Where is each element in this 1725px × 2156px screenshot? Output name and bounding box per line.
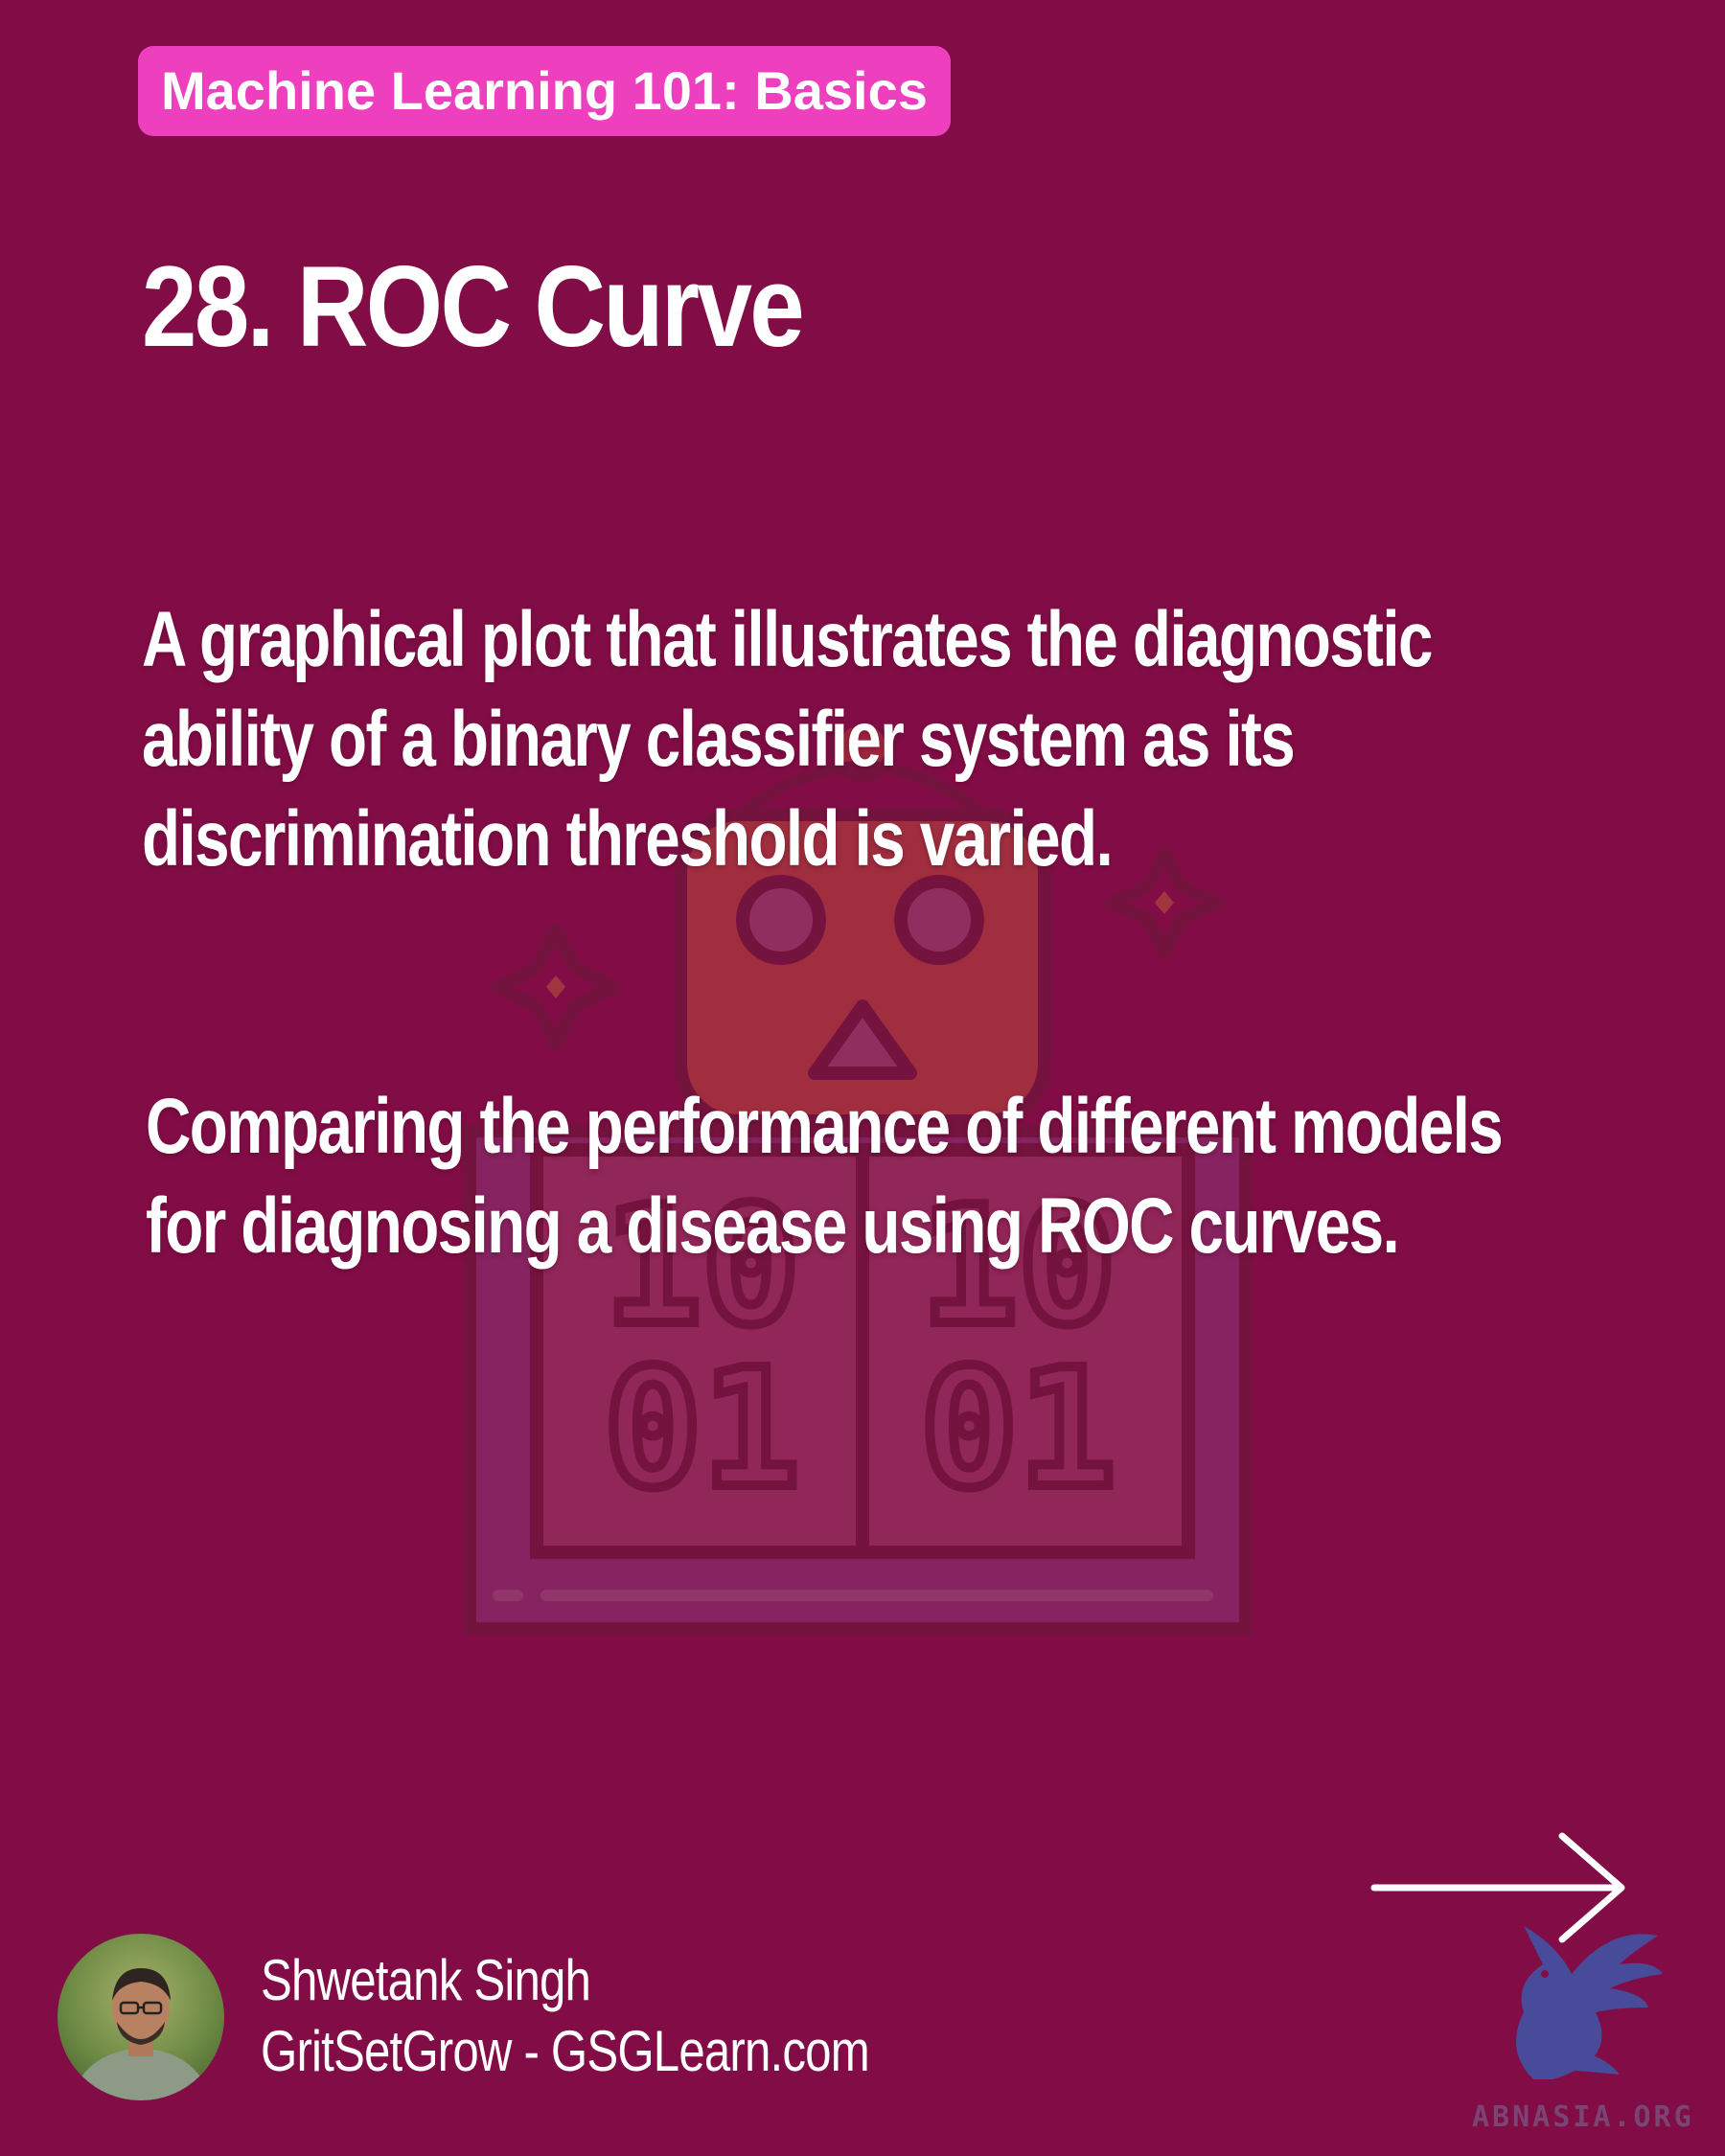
sparkle-icon: [492, 923, 620, 1051]
author-website: GritSetGrow - GSGLearn.com: [261, 2019, 870, 2083]
robot-book-illustration: 10 10 01 01: [463, 728, 1253, 1636]
binary-digits: 10: [920, 1172, 1116, 1362]
author-name: Shwetank Singh: [261, 1948, 591, 2012]
right-arrow-icon[interactable]: [1370, 1830, 1629, 1945]
example-text: Comparing the performance of different m…: [146, 1083, 1504, 1270]
griffin-logo-icon: [1516, 1926, 1663, 2079]
sparkle-icon: [1105, 846, 1224, 959]
avatar: [58, 1934, 224, 2100]
open-book: 10 10 01 01: [463, 1124, 1253, 1636]
binary-digits: 01: [604, 1335, 800, 1525]
definition-text: A graphical plot that illustrates the di…: [142, 596, 1434, 883]
person-photo: [74, 1968, 208, 2100]
robot-head: [674, 728, 1051, 1128]
binary-digits: 01: [920, 1335, 1116, 1525]
page-title: 28. ROC Curve: [142, 242, 805, 371]
binary-digits: 10: [604, 1172, 800, 1362]
watermark-text: ABNASIA.ORG: [1472, 2100, 1694, 2134]
series-label-badge: Machine Learning 101: Basics: [138, 46, 951, 136]
